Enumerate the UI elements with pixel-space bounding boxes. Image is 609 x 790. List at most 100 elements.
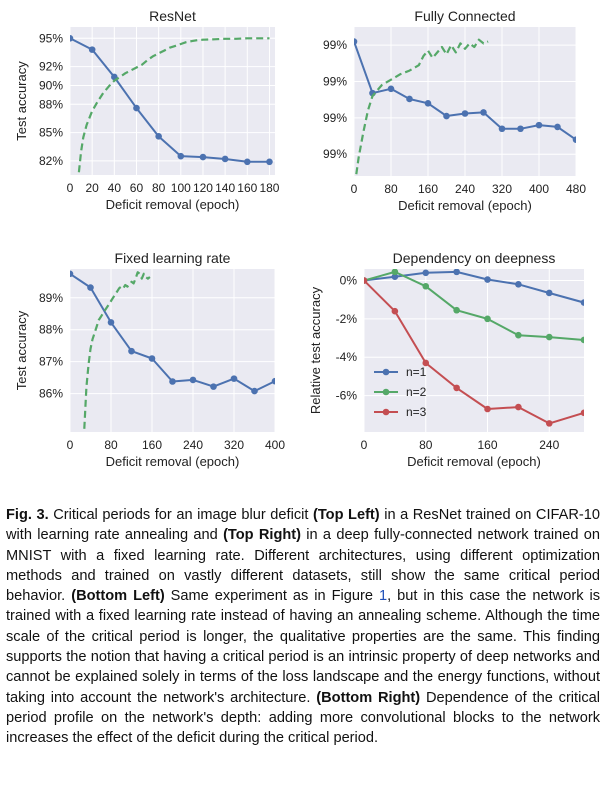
chart-3-series-1-line bbox=[364, 270, 584, 341]
chart-3-series-1-point bbox=[515, 331, 522, 339]
caption-text-5: , but in this case the network is traine… bbox=[6, 588, 600, 706]
chart-2-x-tick-label: 0 bbox=[67, 438, 74, 452]
chart-2-series-0-point bbox=[169, 378, 176, 385]
chart-3-series-2-point bbox=[453, 384, 460, 392]
chart-3-legend-label: n=1 bbox=[406, 365, 427, 379]
chart-2-series-0-point bbox=[230, 375, 238, 382]
chart-3-x-axis-label: Deficit removal (epoch) bbox=[407, 454, 541, 469]
chart-0-series-0-point bbox=[88, 46, 96, 53]
chart-1-x-tick-label: 0 bbox=[351, 182, 358, 196]
chart-0-plot-area bbox=[70, 27, 275, 175]
chart-2-y-tick-label: 88% bbox=[39, 323, 63, 337]
chart-2-series-0-point bbox=[70, 270, 74, 278]
chart-3-series-0-point bbox=[453, 269, 460, 276]
chart-0-y-tick-label: 92% bbox=[39, 60, 63, 74]
chart-1-y-tick-label: 99% bbox=[323, 38, 347, 52]
chart-1-x-tick-label: 480 bbox=[566, 182, 586, 196]
chart-3-series-0-point bbox=[422, 269, 430, 277]
chart-3-y-tick-label: -6% bbox=[336, 389, 358, 403]
chart-0-x-tick-label: 20 bbox=[85, 181, 99, 195]
chart-3-series-2-line bbox=[364, 279, 584, 425]
chart-1-y-tick-label: 99% bbox=[323, 147, 347, 161]
chart-3-series-1-point bbox=[545, 333, 553, 341]
chart-1-x-tick-label: 240 bbox=[455, 182, 475, 196]
caption-text-1: Critical periods for an image blur defic… bbox=[48, 507, 313, 523]
chart-2-x-tick-label: 320 bbox=[224, 438, 244, 452]
chart-3-series-1-point bbox=[453, 306, 460, 314]
chart-3-y-tick-label: 0% bbox=[340, 274, 358, 288]
chart-3-series-0-point bbox=[391, 273, 399, 280]
chart-0-series-0-point bbox=[70, 35, 74, 42]
chart-3-series-2-point bbox=[422, 359, 430, 367]
chart-0-y-tick-label: 88% bbox=[39, 97, 63, 111]
caption-label: Fig. 3. bbox=[6, 507, 49, 523]
chart-1-series-0-point bbox=[387, 85, 395, 93]
caption-text-2: in a ResNet trained on CIFAR-10 with lea… bbox=[6, 507, 600, 544]
chart-2-series-0-point bbox=[251, 387, 258, 395]
chart-fixed-learning-rate: 0 80 160 240 320 400 86% 87% 88% 89% Fixed learnin… bbox=[14, 250, 285, 469]
caption-top-right: (Top Right) bbox=[223, 527, 302, 544]
chart-0-x-tick-label: 160 bbox=[237, 181, 257, 195]
chart-3-legend-label: n=3 bbox=[406, 405, 427, 419]
chart-1-series-0-point bbox=[498, 125, 506, 133]
chart-3-series-1-point bbox=[484, 315, 491, 323]
chart-2-series-0-point bbox=[128, 347, 135, 355]
chart-0-series-1-line bbox=[77, 37, 270, 173]
figure-reference-link[interactable]: 1 bbox=[378, 588, 388, 605]
chart-3-series-1-point bbox=[580, 336, 584, 344]
chart-1-series-0-point bbox=[424, 100, 432, 107]
chart-3-series-0-point bbox=[484, 276, 491, 283]
figure-3: 0 20 40 60 80 100 120 140 160 18082%85%88%90%92%9… bbox=[14, 8, 586, 469]
chart-2-series-0-point bbox=[271, 377, 275, 385]
chart-0-y-tick-label: 85% bbox=[39, 126, 63, 140]
chart-0-series-0-point bbox=[221, 155, 229, 163]
chart-3-series-2-point bbox=[391, 307, 399, 315]
chart-3-series-2-point bbox=[515, 403, 522, 411]
chart-2-y-tick-label: 87% bbox=[39, 355, 63, 369]
chart-3-y-axis-label: Relative test accuracy bbox=[308, 286, 323, 414]
chart-2-series-0-point bbox=[107, 319, 115, 326]
chart-1-series-1-line bbox=[355, 38, 489, 175]
chart-2-plot-area bbox=[70, 269, 275, 432]
chart-3-series-layer bbox=[364, 269, 584, 427]
chart-2-x-axis-label: Deficit removal (epoch) bbox=[106, 454, 240, 469]
chart-2-title: Fixed learning rate bbox=[115, 250, 231, 266]
chart-3-x-tick-label: 80 bbox=[419, 438, 433, 452]
chart-0-series-layer bbox=[70, 35, 273, 173]
chart-3-series-0-point bbox=[515, 281, 522, 288]
chart-0-x-tick-label: 100 bbox=[171, 181, 191, 195]
chart-1-series-layer bbox=[354, 38, 576, 175]
chart-1-x-tick-label: 400 bbox=[529, 182, 549, 196]
chart-0-x-tick-label: 60 bbox=[130, 181, 144, 195]
chart-3-series-2-point bbox=[484, 405, 491, 413]
chart-3-legend-label: n=2 bbox=[406, 385, 427, 399]
chart-1-x-axis-label: Deficit removal (epoch) bbox=[398, 198, 532, 213]
chart-0-series-0-point bbox=[155, 133, 162, 140]
chart-3-series-0-point bbox=[580, 299, 584, 306]
chart-0-x-tick-label: 120 bbox=[193, 181, 213, 195]
chart-1-series-0-point bbox=[572, 136, 576, 143]
chart-2-series-0-point bbox=[87, 284, 94, 291]
chart-3-legend-marker bbox=[382, 388, 390, 396]
chart-2-x-tick-label: 400 bbox=[265, 438, 285, 452]
chart-2-series-0-point bbox=[148, 355, 156, 362]
chart-2-x-tick-label: 80 bbox=[104, 438, 118, 452]
chart-3-y-tick-label: -4% bbox=[336, 350, 358, 364]
chart-2-series-layer bbox=[70, 270, 275, 429]
chart-3-legend: n=1 n=2 n=3 bbox=[374, 365, 427, 419]
figure-caption: Fig. 3. Critical periods for an image bl… bbox=[6, 505, 600, 749]
chart-0-x-axis-label: Deficit removal (epoch) bbox=[106, 197, 240, 212]
chart-1-y-tick-label: 99% bbox=[323, 111, 347, 125]
chart-3-series-2-point bbox=[545, 420, 553, 427]
chart-1-series-0-point bbox=[554, 123, 561, 131]
caption-top-left: (Top Left) bbox=[312, 507, 380, 523]
chart-1-series-0-point bbox=[443, 112, 450, 120]
chart-1-series-0-point bbox=[406, 95, 413, 103]
chart-1-series-0-point bbox=[354, 38, 358, 45]
chart-3-y-tick-label: -2% bbox=[336, 312, 358, 326]
chart-0-series-0-line bbox=[70, 37, 270, 163]
caption-text-4: Same experiment as in Figure bbox=[164, 588, 379, 605]
chart-2-series-0-point bbox=[210, 383, 217, 390]
chart-0-x-tick-label: 80 bbox=[152, 181, 166, 195]
chart-0-series-0-point bbox=[266, 158, 273, 166]
